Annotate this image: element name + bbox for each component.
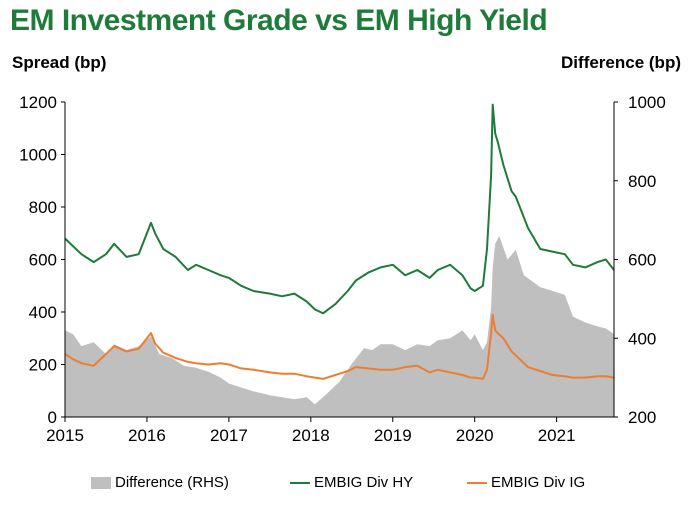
legend-item-hy: EMBIG Div HY: [290, 474, 413, 491]
x-tick-label: 2016: [128, 426, 166, 445]
y-tick-label: 1200: [19, 93, 57, 112]
legend-label-difference: Difference (RHS): [115, 474, 229, 491]
legend-item-difference: Difference (RHS): [91, 474, 229, 491]
chart-legend: Difference (RHS) EMBIG Div HY EMBIG Div …: [0, 474, 689, 498]
series-line-embig-div-ig: [64, 313, 615, 380]
y-tick-label: 1000: [19, 146, 57, 165]
legend-swatch-hy: [290, 481, 310, 484]
x-tick-label: 2020: [456, 426, 494, 445]
y2-tick-label: 600: [628, 251, 656, 270]
legend-item-ig: EMBIG Div IG: [467, 474, 585, 491]
legend-swatch-ig: [467, 481, 487, 484]
y2-tick-label: 1000: [628, 93, 666, 112]
axes-layer: 0 200 400 600 800 1000 1200 200 400 600 800 1000 201…: [19, 93, 666, 445]
x-tick-label: 2021: [538, 426, 576, 445]
series-area-difference-rhs: [65, 235, 614, 417]
y-tick-label: 200: [29, 356, 57, 375]
y-tick-label: 0: [48, 408, 57, 427]
y2-tick-label: 400: [628, 329, 656, 348]
series-layer: [64, 103, 615, 417]
legend-swatch-difference: [91, 476, 111, 489]
left-axis-title: Spread (bp): [12, 53, 107, 72]
series-line-embig-div-hy: [64, 103, 615, 315]
x-tick-label: 2015: [46, 426, 84, 445]
y-tick-label: 800: [29, 198, 57, 217]
y2-tick-label: 800: [628, 172, 656, 191]
x-tick-label: 2018: [292, 426, 330, 445]
right-axis-title: Difference (bp): [561, 53, 681, 72]
y-tick-label: 600: [29, 251, 57, 270]
y2-tick-label: 200: [628, 408, 656, 427]
y-tick-label: 400: [29, 303, 57, 322]
legend-label-ig: EMBIG Div IG: [491, 474, 586, 491]
chart-title: EM Investment Grade vs EM High Yield: [10, 4, 548, 37]
x-tick-label: 2017: [210, 426, 248, 445]
x-tick-label: 2019: [374, 426, 412, 445]
legend-label-hy: EMBIG Div HY: [314, 474, 414, 491]
